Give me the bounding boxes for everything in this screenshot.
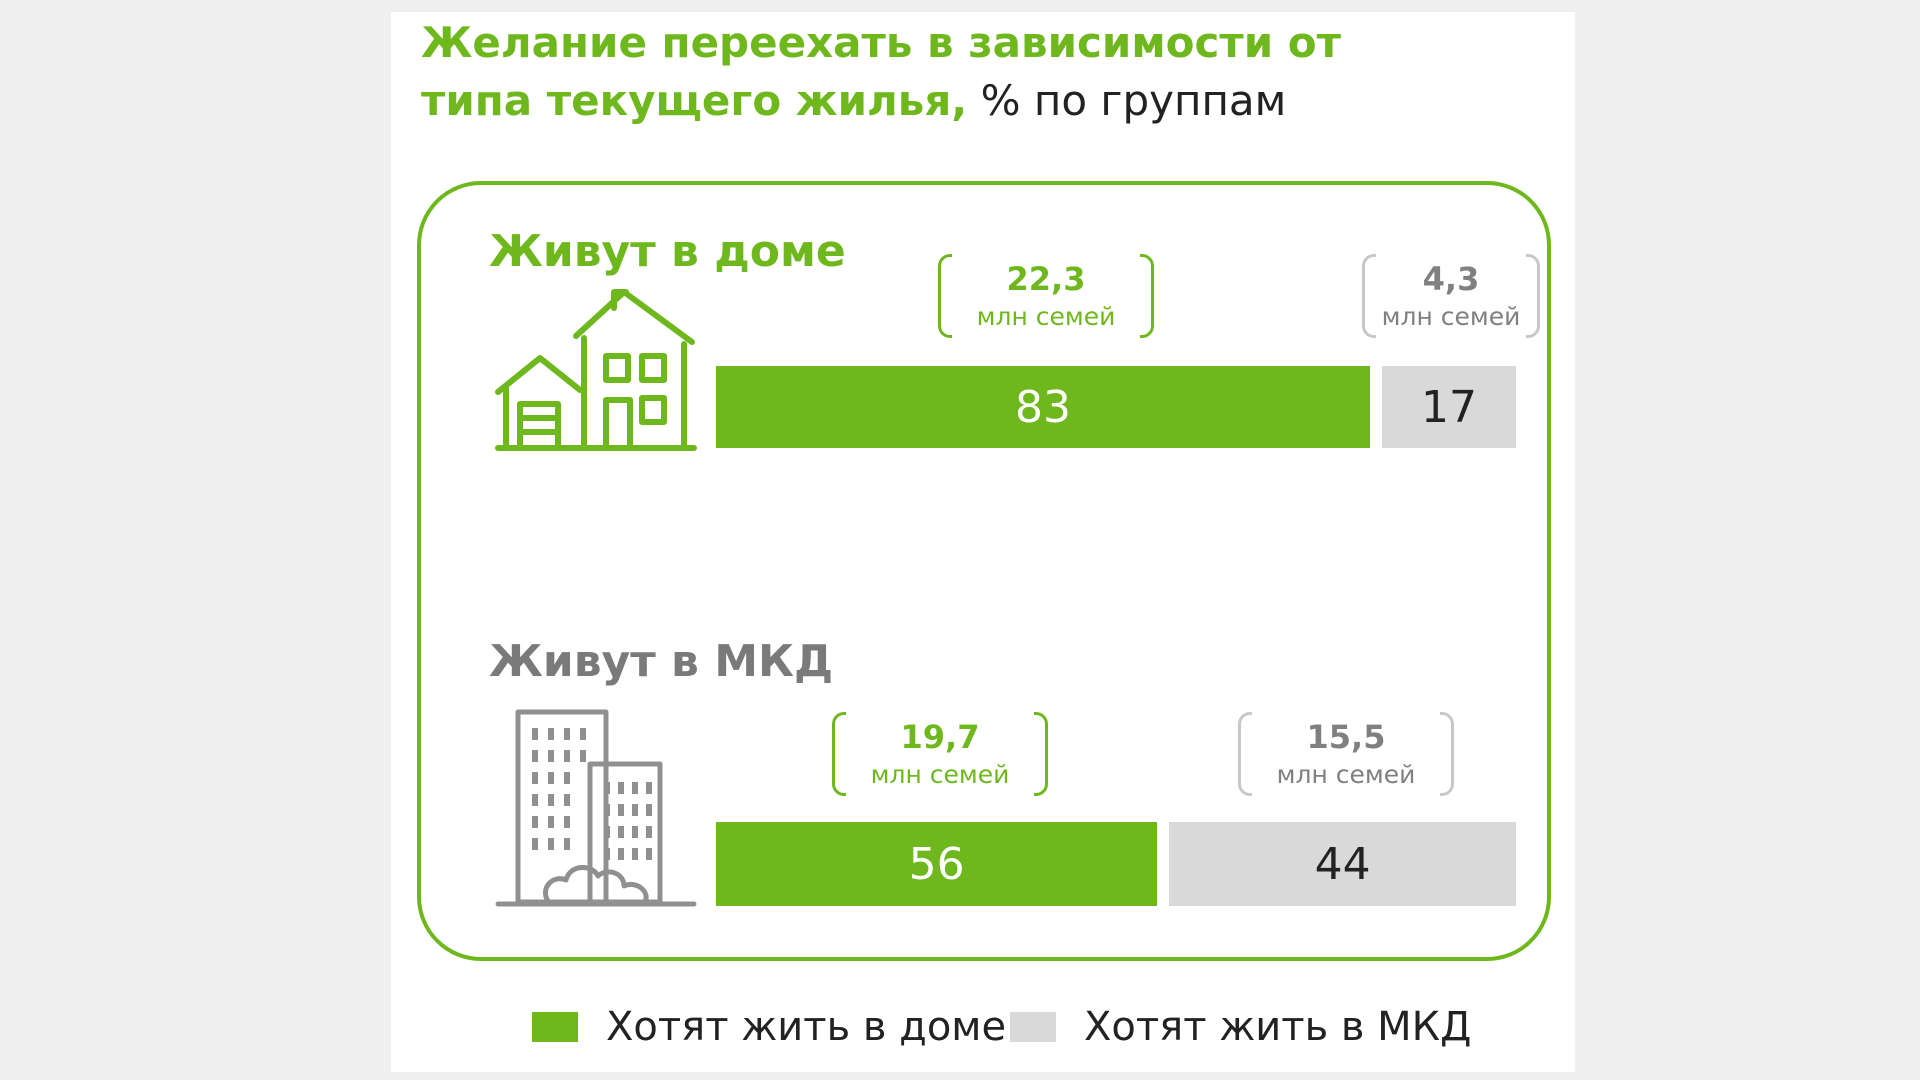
bracket-right [1140,254,1154,338]
families-unit: млн семей [1381,302,1521,331]
bracket-left [1238,712,1252,796]
bar-value-label: 17 [1421,381,1477,433]
families-value: 22,3 [1006,260,1086,298]
legend-label-house: Хотят жить в доме [606,1004,1007,1050]
chart-frame [417,181,1551,961]
bracket-left [938,254,952,338]
apartment-buildings-icon [495,709,697,907]
chart-title: Желание переехать в зависимости от типа … [421,14,1421,130]
families-bracket-mkd-want-mkd: 15,5 млн семей [1238,712,1454,796]
group-label-mkd: Живут в МКД [489,636,834,687]
bracket-left [1362,254,1376,338]
bar-house-want-house: 83 [716,366,1371,448]
families-bracket-mkd-want-house: 19,7 млн семей [832,712,1048,796]
bar-value-label: 83 [1015,381,1072,433]
legend-swatch-green [532,1012,578,1042]
bar-mkd-want-house: 56 [716,822,1158,906]
families-value: 19,7 [900,718,980,756]
bracket-right [1526,254,1540,338]
families-unit: млн семей [976,302,1116,331]
families-bracket-house-want-mkd: 4,3 млн семей [1362,254,1540,338]
families-unit: млн семей [1276,760,1416,789]
families-value: 4,3 [1422,260,1480,298]
group-label-house: Живут в доме [489,226,846,277]
bracket-right [1440,712,1454,796]
chart-title-main: Желание переехать в зависимости от типа … [421,18,1342,125]
families-value: 15,5 [1306,718,1386,756]
legend-label-mkd: Хотят жить в МКД [1084,1004,1472,1050]
bar-mkd-want-mkd: 44 [1169,822,1516,906]
legend-swatch-gray [1010,1012,1056,1042]
bracket-right [1034,712,1048,796]
chart-title-suffix: % по группам [967,76,1287,125]
bar-value-label: 56 [908,838,965,890]
bar-value-label: 44 [1314,838,1371,890]
house-icon [495,289,697,451]
legend-item-mkd: Хотят жить в МКД [1010,1004,1471,1050]
bracket-left [832,712,846,796]
legend-item-house: Хотят жить в доме [532,1004,1006,1050]
families-bracket-house-want-house: 22,3 млн семей [938,254,1154,338]
bar-house-want-mkd: 17 [1382,366,1516,448]
families-unit: млн семей [870,760,1010,789]
